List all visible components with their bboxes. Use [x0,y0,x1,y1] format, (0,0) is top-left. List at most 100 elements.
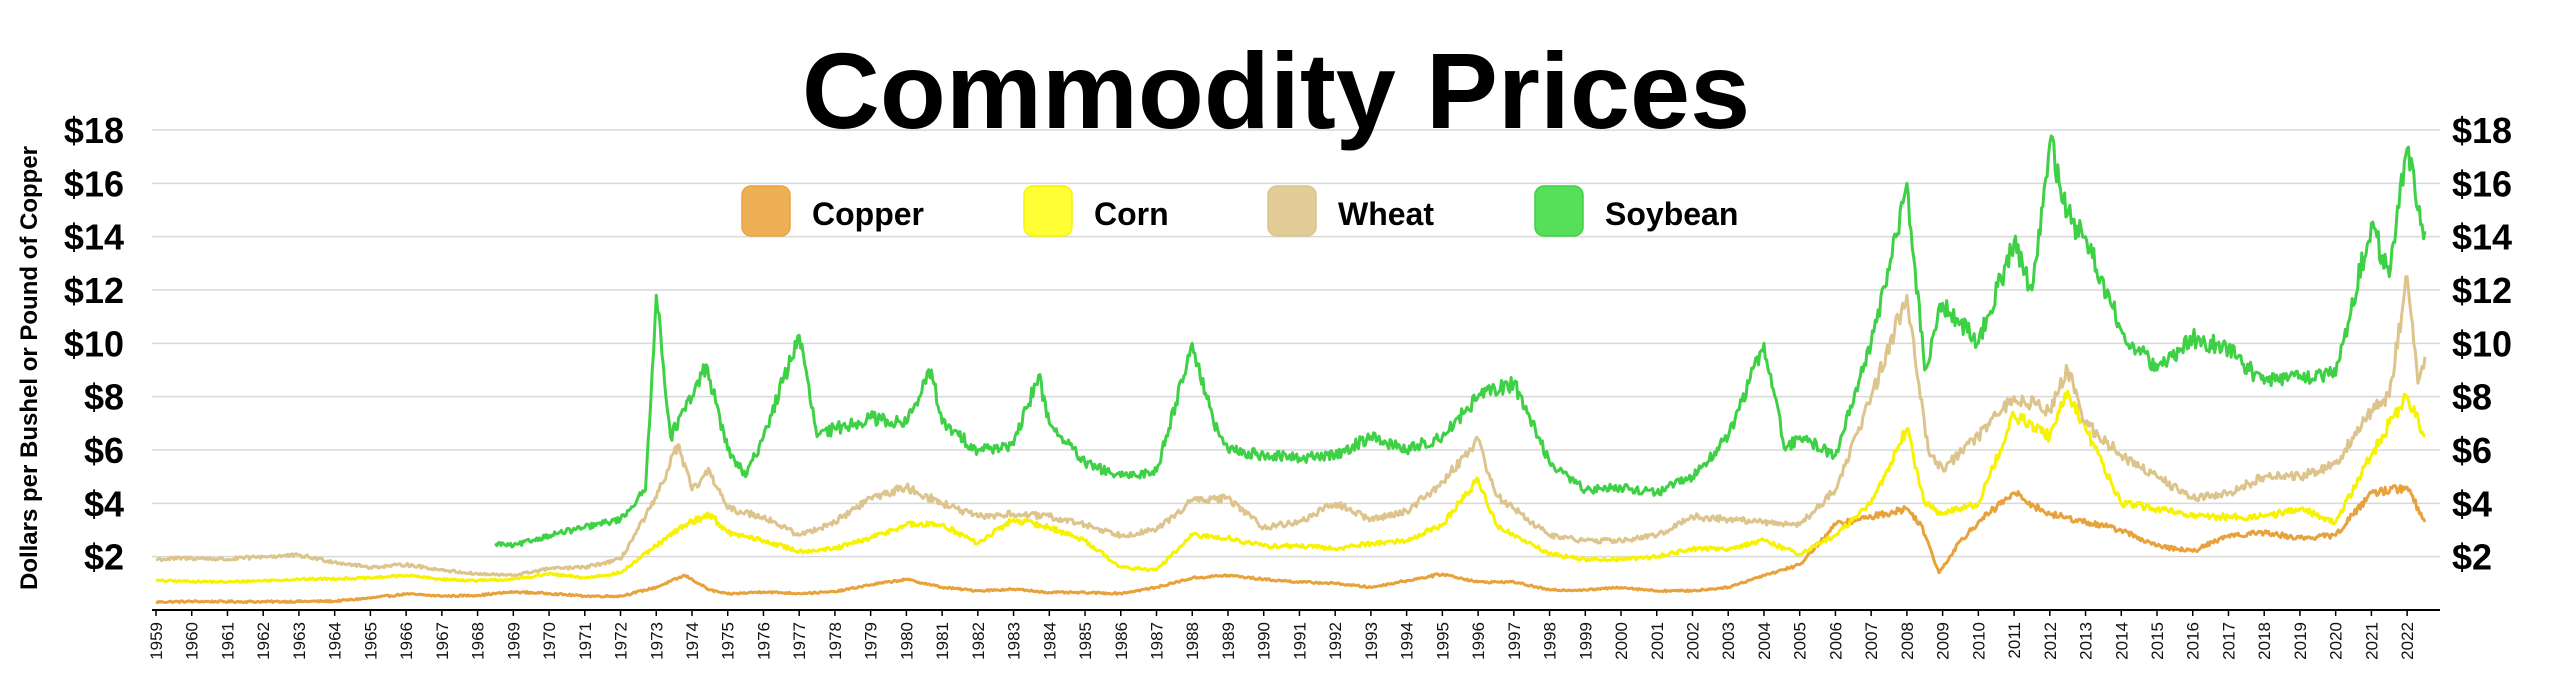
x-tick-label: 2007 [1862,622,1881,660]
x-tick-label: 1999 [1576,622,1595,660]
x-tick-label: 1961 [218,622,237,660]
x-tick-label: 1963 [290,622,309,660]
x-tick-label: 1959 [147,622,166,660]
x-tick-label: 2003 [1719,622,1738,660]
x-tick-label: 1994 [1398,622,1417,660]
x-tick-label: 1997 [1505,622,1524,660]
x-tick-label: 1977 [790,622,809,660]
legend-label-corn: Corn [1094,196,1169,232]
series-line-corn [155,389,2427,585]
x-tick-label: 2022 [2398,622,2417,660]
x-tick-label: 1970 [540,622,559,660]
legend-label-soybean: Soybean [1605,196,1738,232]
x-tick-label: 1966 [397,622,416,660]
y-tick-label-left: $16 [64,163,124,204]
y-tick-label-right: $6 [2452,430,2492,471]
x-tick-label: 1974 [683,622,702,660]
x-tick-label: 2019 [2291,622,2310,660]
x-tick-label: 2000 [1612,622,1631,660]
x-tick-label: 1990 [1255,622,1274,660]
x-tick-label: 1968 [469,622,488,660]
x-tick-label: 1985 [1076,622,1095,660]
y-tick-label-right: $8 [2452,377,2492,418]
x-tick-label: 2014 [2112,622,2131,660]
x-tick-label: 1988 [1183,622,1202,660]
x-tick-label: 2016 [2184,622,2203,660]
y-tick-label-right: $14 [2452,217,2512,258]
x-tick-label: 2005 [1791,622,1810,660]
legend-label-copper: Copper [812,196,924,232]
x-tick-label: 1976 [754,622,773,660]
x-tick-label: 1965 [361,622,380,660]
y-tick-label-right: $18 [2452,110,2512,151]
x-tick-label: 1992 [1326,622,1345,660]
x-tick-label: 1984 [1040,622,1059,660]
y-tick-label-left: $2 [84,537,124,578]
x-tick-label: 1983 [1005,622,1024,660]
x-tick-label: 2009 [1934,622,1953,660]
x-tick-label: 1996 [1469,622,1488,660]
y-tick-label-left: $14 [64,217,124,258]
x-tick-label: 1981 [933,622,952,660]
y-tick-label-right: $12 [2452,270,2512,311]
legend-swatch-wheat [1267,185,1317,237]
x-tick-label: 2020 [2327,622,2346,660]
x-tick-label: 1972 [612,622,631,660]
legend-swatch-soybean [1534,185,1584,237]
x-tick-label: 1978 [826,622,845,660]
x-tick-label: 2006 [1826,622,1845,660]
legend-swatch-copper [741,185,791,237]
x-tick-label: 2017 [2219,622,2238,660]
legend-swatch-corn [1023,185,1073,237]
series-line-wheat [155,275,2427,578]
x-tick-label: 2002 [1683,622,1702,660]
x-tick-label: 2012 [2041,622,2060,660]
x-tick-label: 2004 [1755,622,1774,660]
x-tick-label: 1973 [647,622,666,660]
x-tick-label: 1967 [433,622,452,660]
legend: Copper Corn Wheat Soybean [741,185,1738,237]
x-tick-label: 1969 [504,622,523,660]
x-tick-label: 1991 [1290,622,1309,660]
series-layer [155,134,2427,605]
y-tick-label-right: $10 [2452,323,2512,364]
x-tick-label: 2001 [1648,622,1667,660]
y-tick-label-left: $18 [64,110,124,151]
x-tick-label: 1962 [254,622,273,660]
y-tick-label-right: $2 [2452,537,2492,578]
chart-title: Commodity Prices [802,30,1750,151]
x-tick-label: 1987 [1148,622,1167,660]
grid-layer [152,129,2440,558]
y-tick-label-right: $16 [2452,163,2512,204]
series-line-copper [155,484,2427,605]
x-tick-label: 1971 [576,622,595,660]
x-tick-label: 2010 [1969,622,1988,660]
legend-label-wheat: Wheat [1338,196,1434,232]
x-tick-label: 1975 [719,622,738,660]
x-tick-label: 2013 [2077,622,2096,660]
x-axis-tick-labels: 1959 1960 1961 1962 1963 1964 1965 1966 1967 1968… [147,610,2417,660]
x-tick-label: 1989 [1219,622,1238,660]
x-tick-label: 2021 [2362,622,2381,660]
x-tick-label: 1993 [1362,622,1381,660]
y-axis-title: Dollars per Bushel or Pound of Copper [16,146,43,590]
series-line-soybean [494,134,2427,549]
x-tick-label: 1998 [1541,622,1560,660]
y-tick-label-left: $12 [64,270,124,311]
y-tick-label-left: $8 [84,377,124,418]
y-tick-label-left: $4 [84,483,124,524]
x-tick-label: 2018 [2255,622,2274,660]
x-tick-label: 2008 [1898,622,1917,660]
x-tick-label: 1979 [862,622,881,660]
x-tick-label: 2011 [2005,622,2024,659]
y-tick-label-right: $4 [2452,483,2492,524]
x-tick-label: 2015 [2148,622,2167,660]
x-tick-label: 1982 [969,622,988,660]
y-tick-label-left: $6 [84,430,124,471]
x-tick-label: 1980 [897,622,916,660]
y-axis-left-tick-labels: $2 $4 $6 $8 $10 $12 $14 $16 $18 [64,110,124,578]
x-tick-label: 1960 [183,622,202,660]
x-tick-label: 1964 [326,622,345,660]
y-axis-right-tick-labels: $2 $4 $6 $8 $10 $12 $14 $16 $18 [2452,110,2512,578]
